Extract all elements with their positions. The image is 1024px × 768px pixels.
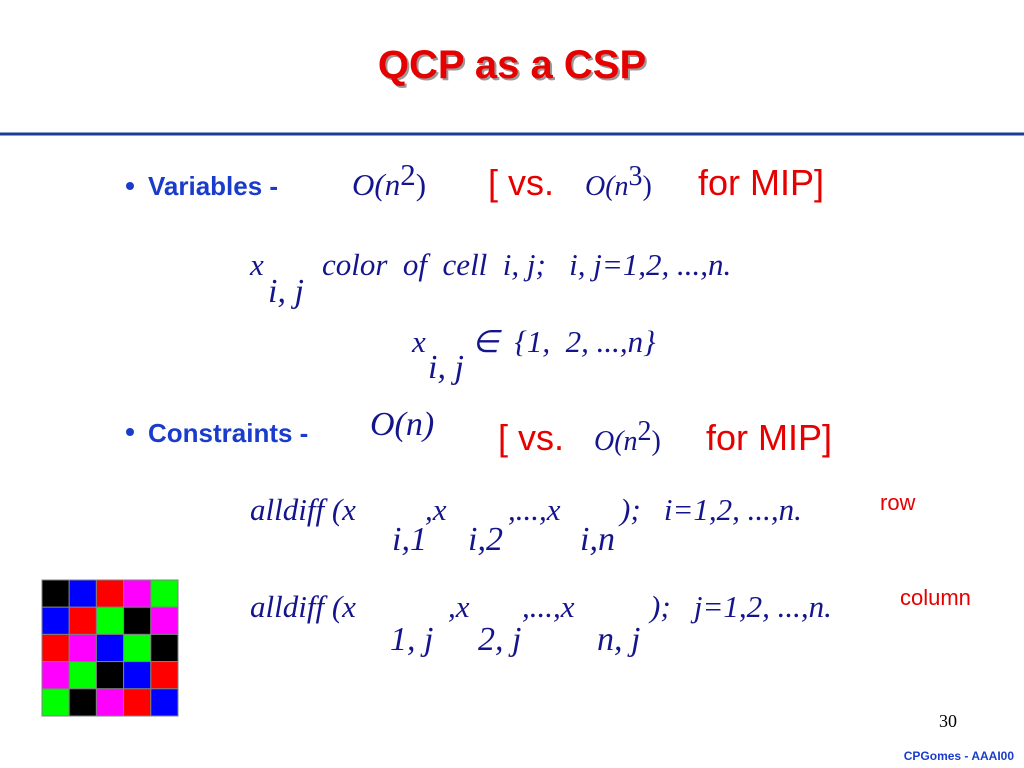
title-shadow: QCP as a CSP xyxy=(380,45,648,89)
formula-sub: 2, j xyxy=(478,621,521,658)
grid-cell xyxy=(68,688,97,717)
bullet-label: Constraints - xyxy=(148,418,308,448)
grid-cell xyxy=(68,633,97,663)
bullet-label: Variables - xyxy=(148,171,278,201)
formula-part: x xyxy=(411,324,426,359)
footer-credit: CPGomes - AAAI00 xyxy=(904,749,1015,763)
bullet-dot xyxy=(126,182,134,190)
grid-cell xyxy=(95,688,125,717)
grid-cell xyxy=(150,606,179,635)
mip-base: O(n xyxy=(585,171,629,202)
formula-part: ∈ {1, 2, ...,n} xyxy=(472,324,656,359)
page-number: 30 xyxy=(939,711,957,731)
formula-part: alldiff (x xyxy=(250,492,356,527)
formula-part: x xyxy=(249,247,264,282)
formula-part: ); j=1,2, ...,n. xyxy=(648,589,832,624)
mip-tail: for MIP] xyxy=(706,417,832,458)
formula-part: ,x xyxy=(448,589,470,624)
grid-cell xyxy=(68,606,97,635)
latin-square xyxy=(41,579,179,717)
complexity: O(n) xyxy=(370,406,434,443)
grid-cell xyxy=(41,633,70,663)
grid-cell xyxy=(150,688,179,717)
mip-close: ) xyxy=(652,426,661,457)
complexity-exp: 2 xyxy=(400,157,416,192)
mip-complexity: O(n3) xyxy=(585,161,652,202)
grid-cell xyxy=(150,661,179,690)
grid-cell xyxy=(123,633,152,663)
grid-cell xyxy=(68,661,97,690)
formula-note: column xyxy=(900,585,971,610)
mip-close: ) xyxy=(643,171,652,202)
grid-cell xyxy=(41,579,70,608)
mip-complexity: O(n2) xyxy=(594,416,661,457)
bullet-dot xyxy=(126,428,134,436)
formula-part: color of cell i, j; i, j=1,2, ...,n. xyxy=(322,247,731,282)
grid-cell xyxy=(95,606,125,635)
formula-sub: i,n xyxy=(580,521,615,558)
formula-sub: i,1 xyxy=(392,521,427,558)
grid-cell xyxy=(123,579,152,608)
grid-cell xyxy=(41,661,70,690)
grid-cell xyxy=(123,688,152,717)
formula-part: alldiff (x xyxy=(250,589,356,624)
grid-cell xyxy=(150,579,179,608)
grid-cell xyxy=(68,579,97,608)
grid-cell xyxy=(41,606,70,635)
mip-exp: 2 xyxy=(638,416,652,447)
title: QCP as a CSP xyxy=(378,43,646,87)
mip-open: [ vs. xyxy=(488,162,554,203)
mip-open: [ vs. xyxy=(498,417,564,458)
grid-cell xyxy=(123,606,152,635)
grid-cell xyxy=(95,661,125,690)
formula-note: row xyxy=(880,490,916,515)
formula-part: ); i=1,2, ...,n. xyxy=(618,492,802,527)
grid-cell xyxy=(150,633,179,663)
grid-cell xyxy=(123,661,152,690)
formula-part: ,x xyxy=(425,492,447,527)
grid-cell xyxy=(95,579,125,608)
formula-sub: n, j xyxy=(597,621,640,658)
complexity: O(n2) xyxy=(352,157,426,202)
formula-part: ,...,x xyxy=(508,492,561,527)
mip-tail: for MIP] xyxy=(698,162,824,203)
grid-cell xyxy=(41,688,70,717)
formula-sub: 1, j xyxy=(390,621,433,658)
formula-sub: i, j xyxy=(268,273,304,310)
formula-part: ,...,x xyxy=(522,589,575,624)
complexity-base: O(n xyxy=(352,167,400,202)
complexity-close: ) xyxy=(416,167,426,202)
formula-sub: i,2 xyxy=(468,521,503,558)
mip-exp: 3 xyxy=(629,161,643,192)
grid-cell xyxy=(95,633,125,663)
mip-base: O(n xyxy=(594,426,638,457)
formula-sub: i, j xyxy=(428,349,464,386)
